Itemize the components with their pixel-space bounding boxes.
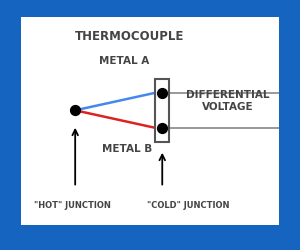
Point xyxy=(73,109,78,113)
Text: "COLD" JUNCTION: "COLD" JUNCTION xyxy=(147,200,229,209)
Point xyxy=(160,126,165,130)
Point xyxy=(160,92,165,96)
Bar xyxy=(155,80,169,142)
Text: METAL A: METAL A xyxy=(99,56,149,66)
Text: "HOT" JUNCTION: "HOT" JUNCTION xyxy=(34,200,111,209)
Text: METAL B: METAL B xyxy=(102,143,152,153)
Text: THERMOCOUPLE: THERMOCOUPLE xyxy=(75,30,184,43)
Text: DIFFERENTIAL
VOLTAGE: DIFFERENTIAL VOLTAGE xyxy=(186,90,269,111)
